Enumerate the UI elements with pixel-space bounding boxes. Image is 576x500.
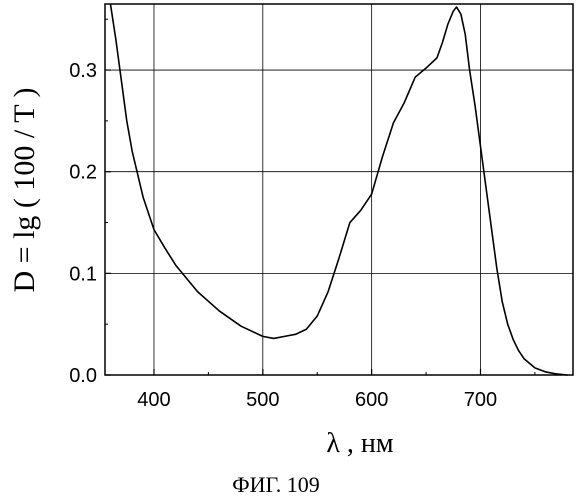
x-ticks: 400 500 600 700: [137, 369, 536, 411]
x-tick-label: 500: [246, 389, 279, 411]
absorbance-curve: [109, 3, 568, 376]
x-tick-label: 700: [464, 389, 497, 411]
x-tick-label: 600: [355, 389, 388, 411]
y-tick-label: 0.2: [69, 162, 97, 184]
grid-lines: [105, 4, 573, 375]
x-tick-label: 400: [137, 389, 170, 411]
plot-frame: [104, 3, 574, 376]
figure-caption: ФИГ. 109: [232, 472, 320, 497]
x-axis-label: λ , нм: [326, 428, 394, 459]
y-axis-label: D = lg ( 100 / T ): [8, 88, 41, 293]
y-tick-label: 0.1: [69, 263, 97, 285]
series-line-group: [109, 3, 568, 376]
y-tick-label: 0.0: [69, 365, 97, 387]
y-tick-label: 0.3: [69, 60, 97, 82]
y-ticks: 0.0 0.1 0.2 0.3: [69, 18, 111, 387]
